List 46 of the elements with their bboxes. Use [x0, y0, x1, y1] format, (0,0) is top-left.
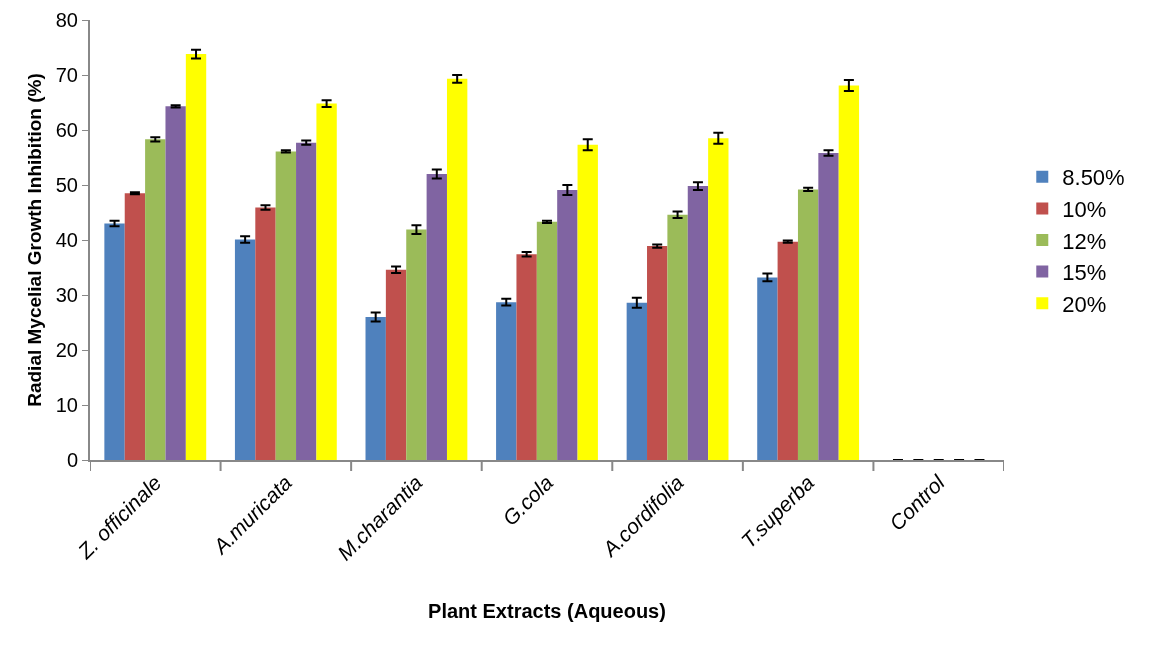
legend-label: 12%: [1062, 228, 1107, 254]
legend-label: 15%: [1062, 260, 1107, 286]
x-axis-title: Plant Extracts (Aqueous): [428, 599, 666, 622]
bar: [234, 239, 256, 460]
y-tick-label: 70: [55, 64, 78, 86]
bar: [708, 138, 729, 460]
bar: [557, 189, 578, 460]
y-tick-label: 50: [55, 174, 78, 196]
bar: [426, 174, 447, 460]
bar: [365, 317, 386, 460]
legend-label: 8.50%: [1062, 165, 1125, 191]
bar: [316, 103, 337, 460]
legend-label: 10%: [1062, 196, 1107, 222]
legend-label: 20%: [1062, 291, 1107, 317]
y-tick-label: 20: [55, 339, 78, 361]
bar: [385, 269, 407, 460]
bar: [687, 186, 709, 460]
bar: [275, 151, 297, 460]
bar: [536, 221, 558, 460]
bar: [838, 85, 860, 460]
bar: [647, 246, 668, 460]
bar: [185, 54, 207, 460]
bar: [446, 78, 468, 460]
bar: [757, 277, 778, 460]
y-tick-label: 40: [55, 229, 78, 251]
bar: [124, 193, 146, 460]
bar: [777, 241, 798, 460]
bar: [797, 189, 819, 460]
y-axis-title: Radial Mycelial Growth Inhibition (%): [24, 73, 45, 407]
y-tick-label: 30: [55, 284, 78, 306]
y-tick-label: 10: [55, 394, 78, 416]
bar: [667, 214, 688, 460]
bar: [255, 207, 276, 460]
y-tick-label: 60: [55, 119, 78, 141]
y-tick-label: 0: [66, 449, 78, 471]
bar: [104, 223, 125, 460]
bar: [296, 142, 317, 460]
bar: [818, 153, 839, 460]
bar: [516, 254, 537, 460]
bar: [406, 229, 427, 460]
bar: [626, 302, 648, 460]
bar: [496, 302, 517, 460]
y-tick-label: 80: [55, 9, 78, 31]
bar: [165, 106, 186, 460]
bar: [577, 144, 598, 460]
bar: [145, 139, 166, 460]
